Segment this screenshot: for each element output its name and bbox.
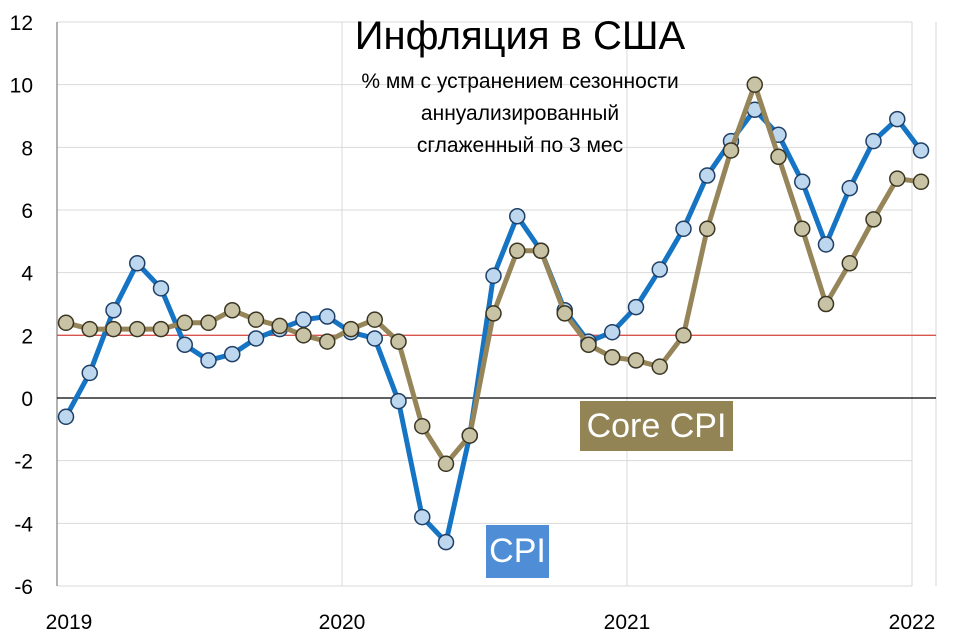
data-point bbox=[390, 333, 407, 350]
data-point bbox=[81, 364, 98, 382]
series-core-cpi bbox=[57, 76, 930, 473]
data-point bbox=[699, 220, 716, 238]
data-point bbox=[699, 167, 716, 184]
series-layer bbox=[57, 76, 930, 551]
data-point bbox=[817, 295, 835, 313]
data-point bbox=[271, 317, 288, 335]
data-point bbox=[366, 330, 383, 347]
data-point bbox=[604, 323, 621, 341]
data-point bbox=[295, 311, 312, 328]
chart-subtitle-line-1: % мм с устранением сезонности bbox=[361, 70, 679, 93]
data-point bbox=[889, 110, 906, 128]
data-point bbox=[912, 142, 930, 159]
data-point bbox=[366, 311, 383, 328]
data-point bbox=[176, 336, 193, 353]
data-point bbox=[57, 314, 75, 332]
y-tick-label: 12 bbox=[10, 12, 33, 35]
y-tick-label: -6 bbox=[14, 576, 33, 599]
tick-labels: 12 10 8 6 4 2 0 -2 -4 -6 2019 2020 2021 2022 bbox=[10, 12, 936, 634]
data-point bbox=[865, 132, 882, 150]
data-point bbox=[437, 455, 455, 473]
data-point bbox=[509, 208, 526, 225]
x-tick-label: 2022 bbox=[889, 611, 936, 634]
data-point bbox=[152, 280, 170, 297]
data-point bbox=[770, 148, 787, 165]
data-point bbox=[224, 302, 241, 319]
data-point bbox=[722, 142, 740, 159]
data-point bbox=[200, 352, 217, 369]
data-point bbox=[224, 345, 241, 363]
y-tick-label: -2 bbox=[14, 451, 33, 474]
data-point bbox=[152, 320, 170, 338]
data-point bbox=[129, 320, 146, 338]
data-point bbox=[342, 320, 360, 338]
data-point bbox=[509, 242, 526, 259]
chart-subtitle-line-3: сглаженный по 3 мес bbox=[416, 134, 624, 157]
axes bbox=[56, 22, 936, 586]
data-point bbox=[390, 392, 407, 410]
data-point bbox=[556, 305, 573, 322]
x-tick-label: 2019 bbox=[46, 611, 93, 634]
data-point bbox=[105, 302, 122, 319]
data-point bbox=[865, 211, 882, 228]
data-point bbox=[319, 333, 336, 350]
data-point bbox=[414, 508, 431, 526]
data-point bbox=[627, 298, 645, 316]
data-point bbox=[912, 173, 930, 191]
data-point bbox=[841, 255, 858, 272]
data-point bbox=[461, 427, 478, 444]
data-point bbox=[627, 352, 645, 369]
y-tick-label: 10 bbox=[10, 75, 33, 98]
data-point bbox=[604, 349, 621, 366]
chart-title: Инфляция в США bbox=[354, 14, 686, 58]
data-point bbox=[57, 408, 75, 426]
data-point bbox=[485, 305, 502, 322]
data-point bbox=[794, 220, 811, 238]
data-point bbox=[247, 330, 265, 347]
data-point bbox=[319, 308, 336, 325]
data-point bbox=[532, 242, 550, 259]
y-tick-label: 4 bbox=[21, 263, 33, 286]
y-tick-label: 6 bbox=[21, 200, 33, 223]
data-point bbox=[414, 417, 431, 435]
data-point bbox=[794, 173, 811, 191]
y-tick-label: 2 bbox=[21, 325, 33, 348]
data-point bbox=[675, 220, 692, 238]
data-point bbox=[247, 311, 265, 328]
data-point bbox=[105, 320, 122, 338]
chart-subtitle-line-2: аннуализированный bbox=[420, 102, 620, 125]
data-point bbox=[651, 261, 668, 278]
series-label-core-cpi: Core CPI bbox=[580, 401, 733, 451]
data-point bbox=[176, 314, 193, 332]
data-point bbox=[200, 314, 217, 332]
data-point bbox=[841, 179, 858, 197]
x-tick-label: 2021 bbox=[604, 611, 651, 634]
y-tick-label: 8 bbox=[21, 137, 33, 160]
data-point bbox=[295, 327, 312, 344]
x-tick-label: 2020 bbox=[319, 611, 366, 634]
data-point bbox=[437, 533, 455, 551]
data-point bbox=[580, 336, 597, 353]
data-point bbox=[817, 236, 835, 253]
data-point bbox=[651, 358, 668, 375]
data-point bbox=[746, 76, 763, 93]
data-point bbox=[129, 255, 146, 272]
data-point bbox=[675, 327, 692, 344]
data-point bbox=[485, 267, 502, 285]
data-point bbox=[81, 320, 98, 338]
series-label-cpi: CPI bbox=[486, 525, 549, 578]
y-tick-label: 0 bbox=[21, 388, 33, 411]
y-tick-label: -4 bbox=[14, 513, 33, 536]
data-point bbox=[889, 170, 906, 187]
